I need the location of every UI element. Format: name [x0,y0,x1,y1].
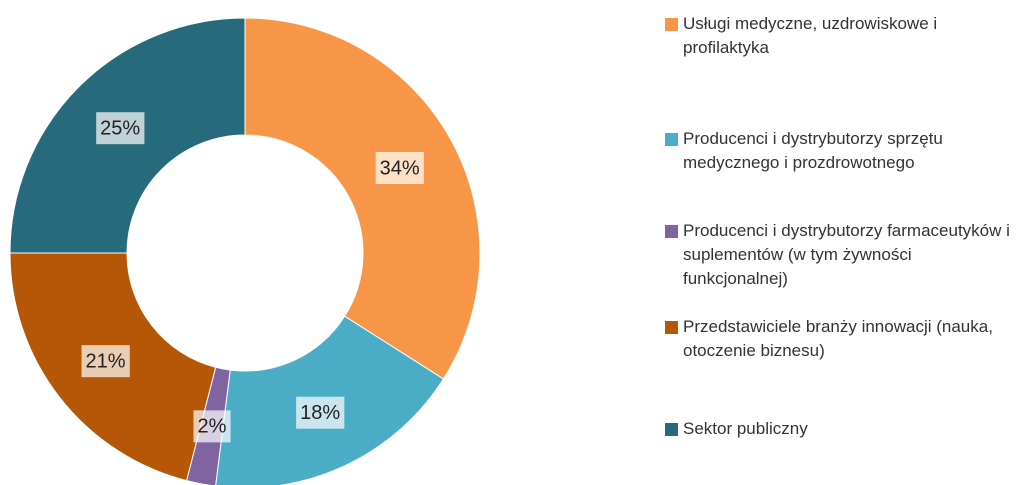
label-text: 21% [86,350,126,372]
slice [244,17,481,380]
label-text: 34% [380,157,420,179]
data-label: 18% [296,396,345,429]
legend-swatch [665,18,678,31]
legend-item: Producenci i dystrybutorzy sprzętu medyc… [665,127,1015,175]
legend-item: Producenci i dystrybutorzy farmaceutyków… [665,219,1015,291]
data-label: 25% [96,112,145,145]
legend-label: Producenci i dystrybutorzy sprzętu medyc… [683,129,943,172]
label-text: 25% [100,117,140,139]
legend-item: Sektor publiczny [665,417,1015,441]
donut: 34% 18% 2% 21% 25% [9,17,481,485]
legend-label: Przedstawiciele branży innowacji (nauka,… [683,317,993,360]
legend-label: Producenci i dystrybutorzy farmaceutyków… [683,221,1010,288]
data-label: 34% [375,151,424,184]
legend-swatch [665,321,678,334]
legend-swatch [665,133,678,146]
label-box [296,396,345,429]
label-text: 18% [300,402,340,424]
label-box [193,410,231,443]
legend-label: Usługi medyczne, uzdrowiskowe i profilak… [683,14,938,57]
data-label: 2% [193,410,231,443]
label-box [81,345,130,378]
label-box [96,112,145,145]
legend-swatch [665,423,678,436]
legend-item: Usługi medyczne, uzdrowiskowe i profilak… [665,12,1015,60]
legend-label: Sektor publiczny [683,419,808,438]
label-text: 2% [197,416,226,438]
legend-swatch [665,225,678,238]
label-box [375,151,424,184]
legend-item: Przedstawiciele branży innowacji (nauka,… [665,315,1015,363]
data-label: 21% [81,345,130,378]
